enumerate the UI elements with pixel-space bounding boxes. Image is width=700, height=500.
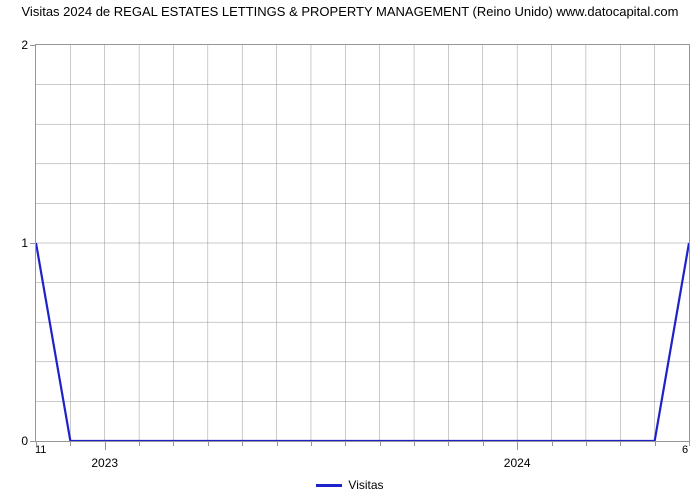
x-tick-mark	[311, 442, 312, 446]
x-tick-mark	[517, 442, 518, 450]
legend-swatch	[316, 484, 342, 487]
y-tick-label: 0	[21, 434, 28, 448]
y-tick-label: 2	[21, 38, 28, 52]
x-major-label: 2023	[91, 456, 118, 470]
x-tick-mark	[655, 442, 656, 446]
x-tick-mark	[208, 442, 209, 446]
x-tick-mark	[105, 442, 106, 450]
x-corner-label: 11	[35, 444, 46, 456]
y-tick-mark	[30, 45, 35, 46]
y-tick-label: 1	[21, 236, 28, 250]
plot-svg	[36, 45, 689, 441]
x-tick-mark	[689, 442, 690, 446]
x-tick-mark	[173, 442, 174, 446]
x-major-label: 2024	[504, 456, 531, 470]
x-tick-mark	[242, 442, 243, 446]
legend-label: Visitas	[348, 478, 383, 492]
x-tick-mark	[414, 442, 415, 446]
y-tick-mark	[30, 243, 35, 244]
plot-area	[35, 44, 690, 442]
x-tick-mark	[620, 442, 621, 446]
y-tick-mark	[30, 441, 35, 442]
x-tick-mark	[277, 442, 278, 446]
x-tick-mark	[586, 442, 587, 446]
legend: Visitas	[0, 478, 700, 492]
x-tick-mark	[139, 442, 140, 446]
x-tick-mark	[345, 442, 346, 446]
x-tick-mark	[70, 442, 71, 446]
x-tick-mark	[380, 442, 381, 446]
x-tick-mark	[552, 442, 553, 446]
x-corner-label: 6	[682, 444, 688, 456]
x-tick-mark	[483, 442, 484, 446]
chart-title: Visitas 2024 de REGAL ESTATES LETTINGS &…	[0, 4, 700, 20]
x-tick-mark	[448, 442, 449, 446]
